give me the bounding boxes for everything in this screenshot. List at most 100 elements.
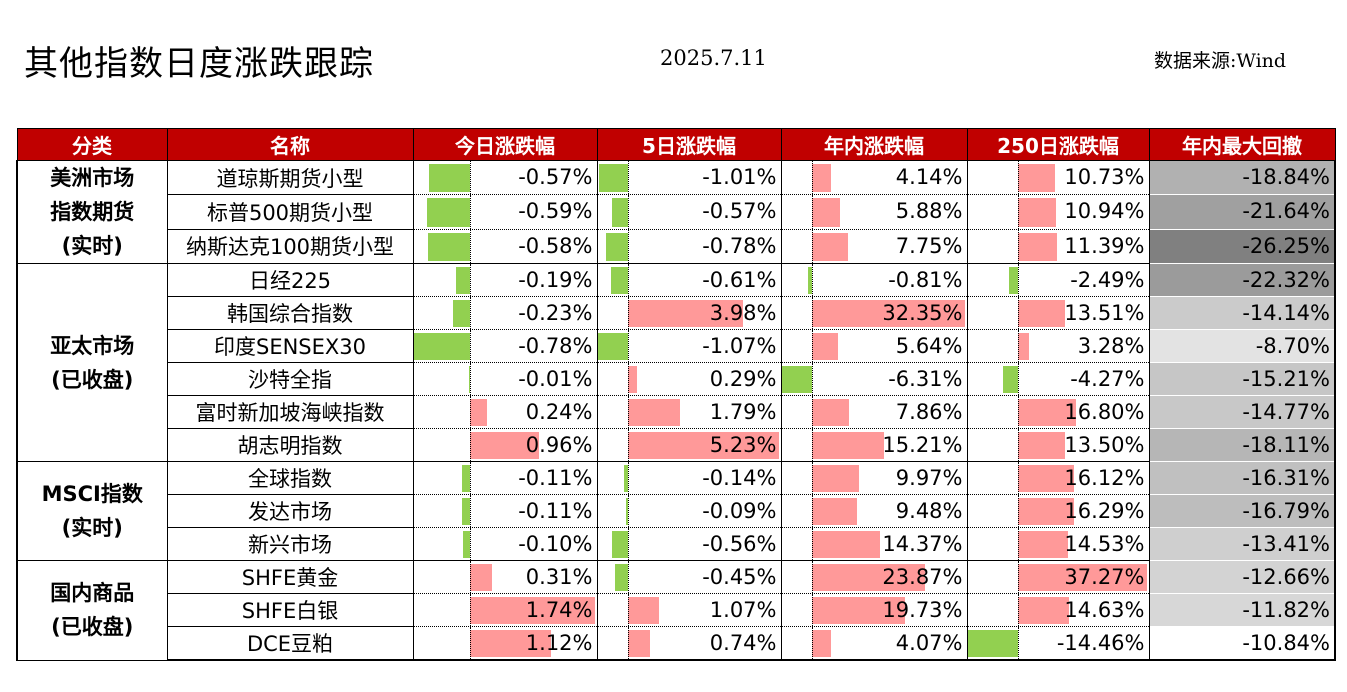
cell-value: 5.23% [709, 433, 777, 457]
zero-axis [811, 627, 813, 659]
index-table: 分类 名称 今日涨跌幅 5日涨跌幅 年内涨跌幅 250日涨跌幅 年内最大回撤 美… [16, 128, 1336, 661]
cell-d250: 16.12% [967, 461, 1150, 495]
table-row: 新兴市场 -0.10% -0.56% 14.37% 14.53% -13.41% [17, 527, 1336, 561]
data-bar [1017, 164, 1056, 193]
data-bar [807, 267, 812, 294]
cell-d250: -14.46% [967, 626, 1150, 661]
data-bar [811, 465, 859, 492]
col-header-day-change: 今日涨跌幅 [412, 128, 598, 161]
data-bar [811, 333, 839, 360]
cell-d250: 3.28% [967, 329, 1150, 363]
table-body: 美洲市场 指数期货 (实时) 道琼斯期货小型 -0.57% -1.01% 4.14% 10.7… [16, 160, 1336, 661]
cell-d5: -0.57% [597, 194, 782, 230]
cell-d5: -0.14% [597, 461, 782, 495]
index-name: 日经225 [167, 263, 414, 297]
cell-value: -0.11% [518, 466, 593, 490]
cell-day: -0.01% [413, 362, 598, 396]
cell-d5: -0.61% [597, 263, 782, 297]
table-row: SHFE白银 1.74% 1.07% 19.73% 14.63% -11.82% [17, 593, 1336, 627]
col-header-name: 名称 [166, 128, 414, 161]
zero-axis [811, 495, 813, 527]
data-bar [811, 399, 849, 426]
cell-value: 3.98% [709, 301, 777, 325]
cell-value: 13.50% [1064, 433, 1145, 457]
cell-day: -0.58% [413, 229, 598, 265]
data-bar [612, 531, 629, 558]
cell-value: -8.70% [1255, 334, 1330, 358]
zero-axis [469, 561, 471, 593]
zero-axis [628, 264, 630, 296]
zero-axis [628, 195, 630, 229]
data-bar [811, 164, 832, 193]
cell-value: 13.51% [1064, 301, 1145, 325]
cell-value: -0.01% [518, 367, 593, 391]
data-bar [469, 432, 540, 459]
zero-axis [811, 429, 813, 461]
col-header-category: 分类 [16, 128, 168, 161]
cell-d250: 16.29% [967, 494, 1150, 528]
cell-value: -0.59% [518, 199, 593, 224]
table-row: 国内商品 (已收盘) SHFE黄金 0.31% -0.45% 23.87% 37.27% -1… [16, 560, 1336, 661]
index-name: 新兴市场 [167, 527, 414, 561]
cell-value: -2.49% [1070, 268, 1145, 292]
cell-value: 19.73% [882, 598, 963, 622]
zero-axis [1017, 330, 1019, 362]
cell-value: -26.25% [1242, 233, 1330, 258]
cell-day: -0.59% [413, 194, 598, 230]
cell-max-drawdown: -12.66% [1149, 560, 1336, 594]
cell-max-drawdown: -14.77% [1149, 395, 1336, 429]
data-bar [1002, 366, 1018, 393]
cell-max-drawdown: -14.14% [1149, 296, 1336, 330]
cell-value: 3.28% [1077, 334, 1145, 358]
table-row: DCE豆粕 1.12% 0.74% 4.07% -14.46% -10.84% [17, 626, 1336, 661]
cell-value: -21.64% [1242, 199, 1330, 224]
index-name: SHFE白银 [167, 593, 414, 627]
cell-value: -11.82% [1242, 598, 1330, 622]
col-header-5d-change: 5日涨跌幅 [596, 128, 782, 161]
cell-value: -0.57% [518, 165, 593, 189]
data-bar [628, 300, 744, 327]
cell-value: 0.74% [709, 631, 777, 655]
cell-d250: 13.51% [967, 296, 1150, 330]
cell-day: -0.11% [413, 461, 598, 495]
cell-d5: -0.78% [597, 229, 782, 265]
index-name: 发达市场 [167, 494, 414, 528]
zero-axis [1017, 528, 1019, 560]
zero-axis [628, 161, 630, 194]
cell-value: -0.14% [702, 466, 777, 490]
table-row: 标普500期货小型 -0.59% -0.57% 5.88% 10.94% -21.64% [17, 194, 1336, 230]
cell-value: 9.48% [895, 499, 963, 523]
table-row: 纳斯达克100期货小型 -0.58% -0.78% 7.75% 11.39% -26.25… [17, 229, 1336, 265]
cell-d5: -1.01% [597, 160, 782, 196]
data-bar [427, 232, 470, 261]
zero-axis [628, 297, 630, 329]
cell-day: -0.23% [413, 296, 598, 330]
index-name: 全球指数 [167, 461, 414, 495]
data-bar [1017, 465, 1074, 492]
cell-d250: 14.53% [967, 527, 1150, 561]
zero-axis [811, 330, 813, 362]
cell-value: -0.58% [518, 233, 593, 258]
cell-value: 14.53% [1064, 532, 1145, 556]
cell-day: 0.31% [413, 560, 598, 594]
col-header-ytd-change: 年内涨跌幅 [780, 128, 968, 161]
zero-axis [1017, 396, 1019, 428]
zero-axis [628, 561, 630, 593]
cell-value: 1.79% [709, 400, 777, 424]
zero-axis [1017, 462, 1019, 494]
data-bar [469, 597, 596, 624]
cell-day: 0.96% [413, 428, 598, 462]
zero-axis [469, 462, 471, 494]
data-bar [811, 531, 880, 558]
zero-axis [811, 528, 813, 560]
cell-value: -0.19% [518, 268, 593, 292]
data-bar [811, 564, 926, 591]
zero-axis [469, 396, 471, 428]
cell-day: -0.78% [413, 329, 598, 363]
group-label: MSCI指数 (实时) [16, 461, 168, 561]
data-bar [610, 267, 629, 294]
table-row: 韩国综合指数 -0.23% 3.98% 32.35% 13.51% -14.14% [17, 296, 1336, 330]
cell-d5: 3.98% [597, 296, 782, 330]
cell-value: 32.35% [882, 301, 963, 325]
index-name: 纳斯达克100期货小型 [167, 229, 414, 265]
